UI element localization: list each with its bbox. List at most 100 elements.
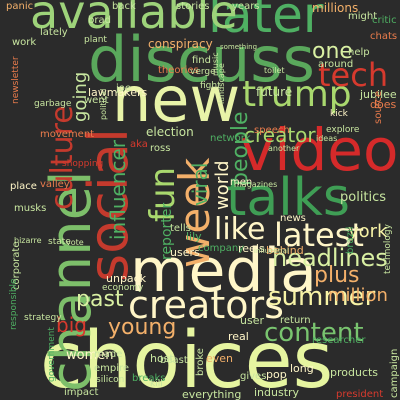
word-gives: gives	[240, 370, 267, 382]
word-video: video	[240, 115, 399, 184]
word-brad: brad	[88, 14, 111, 26]
word-later: later	[208, 0, 324, 44]
word-viral: viral	[188, 162, 212, 206]
word-even: even	[206, 351, 234, 365]
word-went: went	[84, 94, 109, 106]
word-media: media	[130, 236, 317, 306]
word-responsible: responsible	[9, 278, 19, 330]
word-aka: aka	[130, 138, 148, 150]
word-men: men	[230, 176, 253, 188]
word-reels: reels	[238, 241, 265, 255]
word-fight: fight	[200, 81, 221, 92]
word-return: return	[280, 314, 311, 326]
word-ideas: ideas	[316, 134, 338, 144]
word-past: past	[76, 287, 124, 313]
word-long: long	[290, 361, 314, 375]
word-help: help	[348, 46, 370, 58]
word-theories: theories	[158, 64, 199, 76]
word-like: like	[214, 211, 266, 247]
word-products: products	[330, 365, 379, 379]
word-kick: kick	[330, 109, 348, 120]
word-lately: lately	[40, 26, 68, 38]
word-find: find	[192, 54, 211, 66]
word-creator: creator	[244, 123, 316, 147]
word-toilet: toilet	[264, 66, 285, 76]
word-choices: choices	[40, 315, 334, 400]
word-strategy: strategy	[24, 313, 62, 324]
word-industry: industry	[254, 385, 300, 399]
word-plant: plant	[84, 35, 107, 46]
word-verge: verge	[190, 67, 216, 78]
word-talks: talks	[226, 167, 350, 228]
word-creators: creators	[128, 282, 284, 327]
word-economy: economy	[102, 283, 144, 294]
word-young: young	[108, 315, 177, 341]
word-valley: valley	[40, 178, 70, 190]
word-vote: vote	[66, 238, 84, 248]
word-future: future	[256, 84, 293, 99]
word-state: state	[48, 237, 71, 248]
word-tells: tells	[170, 222, 191, 234]
word-might: might	[348, 10, 378, 22]
word-user: user	[240, 313, 264, 327]
word-chats: chats	[370, 30, 398, 42]
word-silicon: silicon	[96, 375, 125, 386]
word-influential: influential	[254, 247, 289, 256]
word-place: place	[10, 180, 37, 192]
word-president: president	[336, 388, 384, 400]
word-content: content	[264, 317, 364, 348]
word-garbage: garbage	[34, 99, 72, 110]
word-years: years	[232, 0, 260, 12]
word-government: government	[47, 327, 57, 382]
word-big: big	[56, 313, 87, 337]
word-politics: politics	[340, 189, 387, 205]
word-breaks: breaks	[132, 372, 166, 384]
word-new: new	[112, 63, 241, 137]
word-movement: movement	[40, 128, 95, 140]
word-jubilee: jubilee	[360, 87, 397, 101]
word-source: source	[373, 90, 384, 124]
word-news: news	[280, 212, 306, 224]
word-musks: musks	[14, 202, 47, 214]
word-does: does	[370, 97, 397, 111]
word-york: york	[348, 220, 388, 242]
word-panic: panic	[6, 0, 34, 12]
word-political: political	[99, 88, 108, 120]
word-broke: broke	[195, 348, 206, 376]
word-empire: empire	[94, 362, 130, 374]
word-available: available	[30, 0, 238, 39]
word-kill: kill	[150, 379, 163, 390]
word-technology: technology	[383, 224, 393, 274]
word-critic: critic	[372, 14, 397, 26]
word-campaign: campaign	[389, 348, 400, 398]
word-headlines: headlines	[272, 243, 388, 272]
word-work: work	[12, 36, 37, 48]
word-latest: latest	[274, 215, 364, 254]
word-bizarre: bizarre	[14, 236, 42, 246]
word-unpack: unpack	[106, 271, 147, 285]
word-conspiracy: conspiracy	[148, 36, 213, 51]
word-discuss: discuss	[88, 23, 315, 97]
word-something: something	[220, 43, 258, 52]
word-newsletter: newsletter	[11, 56, 21, 104]
word-network: network	[210, 132, 251, 144]
word-lawmakers: lawmakers	[88, 85, 148, 99]
word-another: another	[268, 144, 300, 154]
word-pop: pop	[266, 367, 287, 381]
word-around: around	[318, 58, 354, 70]
word-made: made	[94, 348, 123, 360]
word-host: host	[150, 351, 174, 365]
word-plus: plus	[314, 263, 360, 289]
word-impact: impact	[64, 386, 99, 398]
word-stories: stories	[176, 0, 210, 12]
word-back: back	[112, 0, 136, 12]
word-behind: behind	[266, 243, 304, 257]
word-one: one	[312, 39, 353, 65]
word-millions: millions	[312, 0, 359, 15]
word-million: million	[328, 284, 388, 306]
word-users: users	[170, 245, 200, 259]
word-tech: tech	[318, 55, 389, 94]
word-ross: ross	[150, 142, 171, 154]
word-landscape: landscape	[217, 63, 226, 104]
